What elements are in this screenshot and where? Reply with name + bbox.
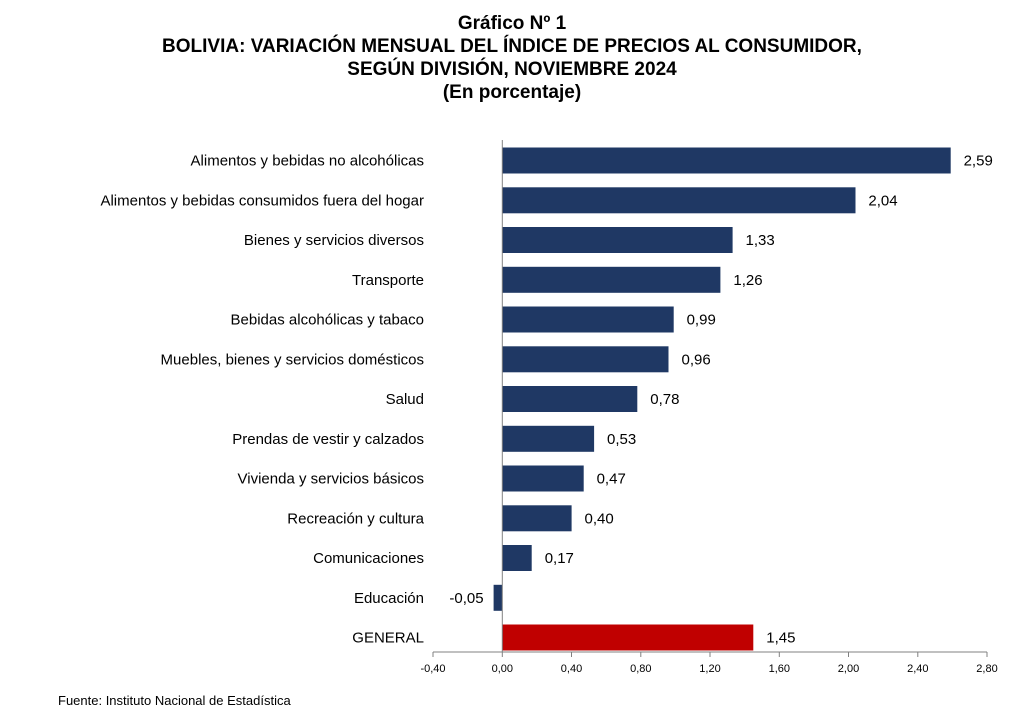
bar xyxy=(493,584,503,611)
x-tick-label: 2,80 xyxy=(976,663,997,675)
chart-title-block: Gráfico Nº 1 BOLIVIA: VARIACIÓN MENSUAL … xyxy=(0,12,1024,104)
value-label: 1,26 xyxy=(733,272,762,289)
category-label: Bienes y servicios diversos xyxy=(244,232,424,249)
category-label: Alimentos y bebidas no alcohólicas xyxy=(191,153,424,170)
bar xyxy=(502,505,572,532)
value-label: 1,33 xyxy=(746,232,775,249)
x-tick-label: 1,60 xyxy=(769,663,790,675)
chart-title-line-1: Gráfico Nº 1 xyxy=(457,13,567,34)
chart-title-line-2: BOLIVIA: VARIACIÓN MENSUAL DEL ÍNDICE DE… xyxy=(162,36,862,57)
value-label: 1,45 xyxy=(766,630,795,647)
source-note: Fuente: Instituto Nacional de Estadístic… xyxy=(58,693,291,708)
category-label: Comunicaciones xyxy=(313,550,424,567)
x-tick-label: 2,00 xyxy=(838,663,859,675)
value-label: 0,17 xyxy=(545,550,574,567)
x-tick-label: 1,20 xyxy=(699,663,720,675)
value-label: -0,05 xyxy=(449,590,483,607)
value-label: 0,96 xyxy=(682,351,711,368)
bar xyxy=(502,425,595,452)
x-tick-label: 2,40 xyxy=(907,663,928,675)
bar xyxy=(502,346,669,373)
chart-title-line-4: (En porcentaje) xyxy=(442,82,582,103)
bar xyxy=(502,306,674,333)
bar xyxy=(502,266,721,293)
bar xyxy=(502,545,532,571)
category-label: Alimentos y bebidas consumidos fuera del… xyxy=(100,192,424,209)
category-label: Educación xyxy=(354,590,424,607)
x-tick-label: -0,40 xyxy=(420,663,445,675)
category-label: Vivienda y servicios básicos xyxy=(238,471,424,488)
category-label: Recreación y cultura xyxy=(287,510,424,527)
bar xyxy=(502,147,951,174)
bar xyxy=(502,187,856,214)
x-tick-label: 0,40 xyxy=(561,663,582,675)
category-label: Transporte xyxy=(352,272,424,289)
value-label: 0,40 xyxy=(585,510,614,527)
category-label: Prendas de vestir y calzados xyxy=(232,431,424,448)
value-label: 0,53 xyxy=(607,431,636,448)
category-label: Salud xyxy=(386,391,424,408)
category-label: Muebles, bienes y servicios domésticos xyxy=(161,351,424,368)
category-label: GENERAL xyxy=(352,630,424,647)
bar xyxy=(502,624,754,651)
value-label: 2,59 xyxy=(964,153,993,170)
x-tick-label: 0,80 xyxy=(630,663,651,675)
value-label: 0,47 xyxy=(597,471,626,488)
bar xyxy=(502,227,733,253)
value-label: 2,04 xyxy=(868,192,897,209)
value-label: 0,78 xyxy=(650,391,679,408)
chart-title-line-3: SEGÚN DIVISIÓN, NOVIEMBRE 2024 xyxy=(347,59,677,80)
x-tick-label: 0,00 xyxy=(492,663,513,675)
value-label: 0,99 xyxy=(687,312,716,329)
category-label: Bebidas alcohólicas y tabaco xyxy=(231,312,424,329)
bar xyxy=(502,386,638,412)
bar xyxy=(502,465,584,492)
